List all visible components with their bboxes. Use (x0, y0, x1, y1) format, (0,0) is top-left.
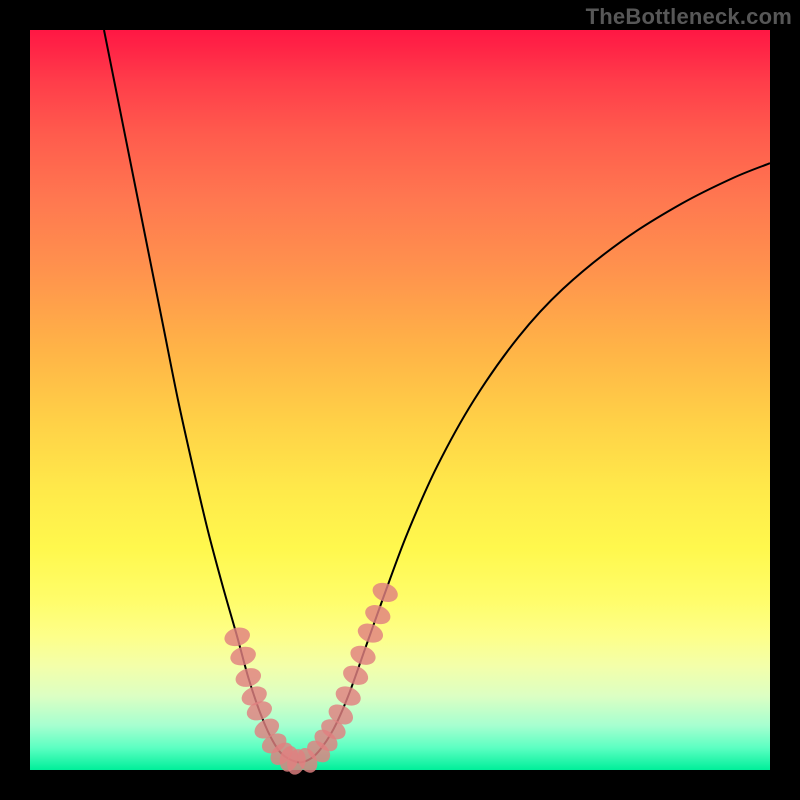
curve-marker (348, 642, 379, 668)
v-curve-path (104, 30, 770, 762)
curve-marker (222, 625, 252, 649)
canvas: TheBottleneck.com (0, 0, 800, 800)
curve-layer (0, 0, 800, 800)
curve-marker (370, 579, 401, 605)
curve-marker (340, 662, 371, 688)
marker-group (222, 579, 400, 776)
curve-marker (228, 644, 258, 668)
curve-marker (233, 665, 263, 690)
